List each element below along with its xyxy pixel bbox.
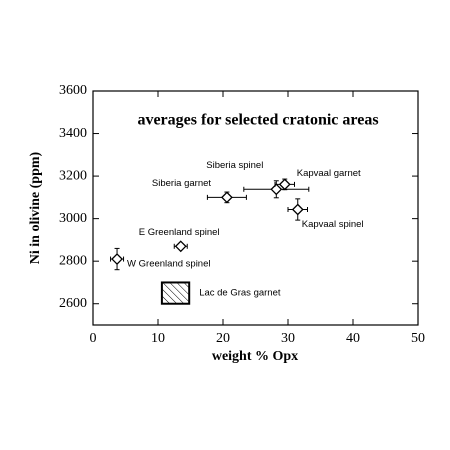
x-tick-label: 30 — [281, 331, 295, 346]
y-axis-label: Ni in olivine (ppm) — [28, 151, 43, 264]
point — [111, 253, 123, 265]
box-label: Lac de Gras garnet — [199, 288, 281, 299]
chart-title: averages for selected cratonic areas — [137, 112, 378, 129]
point-label: Siberia spinel — [206, 160, 263, 171]
x-tick-label: 40 — [346, 331, 360, 346]
y-tick-label: 3600 — [59, 83, 87, 98]
y-tick-label: 3400 — [59, 126, 87, 141]
x-tick-label: 20 — [216, 331, 230, 346]
range-box — [160, 281, 191, 305]
y-tick-label: 2800 — [59, 253, 87, 268]
y-tick-label: 2600 — [59, 296, 87, 311]
point-label: E Greenland spinel — [139, 227, 220, 238]
x-tick-label: 50 — [411, 331, 425, 346]
point-label: Siberia garnet — [152, 178, 212, 189]
point — [174, 240, 187, 253]
x-tick-label: 10 — [151, 331, 165, 346]
plot-frame — [92, 90, 419, 326]
point — [220, 191, 233, 204]
point-label: Kapvaal garnet — [297, 168, 361, 179]
point — [291, 203, 304, 216]
y-tick-label: 3000 — [59, 211, 87, 226]
point — [278, 178, 291, 191]
point — [270, 183, 283, 196]
point-label: W Greenland spinel — [127, 259, 210, 270]
point-label: Kapvaal spinel — [302, 219, 364, 230]
y-tick-label: 3200 — [59, 168, 87, 183]
x-axis-label: weight % Opx — [212, 349, 298, 364]
x-tick-label: 0 — [90, 331, 97, 346]
